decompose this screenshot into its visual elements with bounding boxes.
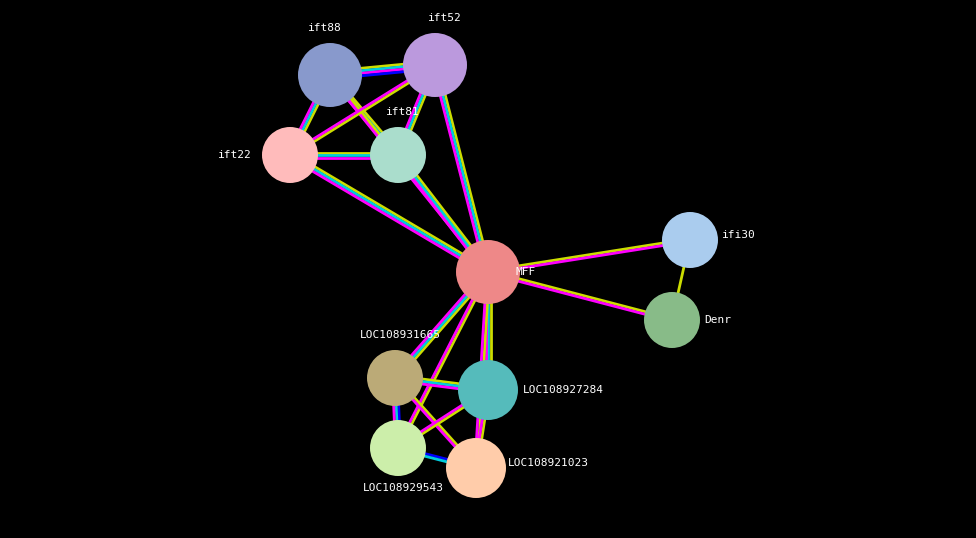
Text: LOC108929543: LOC108929543 <box>362 483 443 493</box>
Text: MFF: MFF <box>516 267 536 277</box>
Point <box>387 374 403 383</box>
Point <box>665 316 680 324</box>
Point <box>282 151 298 159</box>
Text: LOC108927284: LOC108927284 <box>523 385 604 395</box>
Point <box>682 236 698 244</box>
Text: LOC108921023: LOC108921023 <box>508 458 589 468</box>
Point <box>390 151 406 159</box>
Text: ift52: ift52 <box>428 13 462 23</box>
Text: ifi30: ifi30 <box>722 230 755 240</box>
Point <box>427 61 443 69</box>
Point <box>480 386 496 394</box>
Point <box>390 444 406 452</box>
Text: ift81: ift81 <box>386 107 420 117</box>
Text: Denr: Denr <box>704 315 731 325</box>
Point <box>480 268 496 277</box>
Text: ift88: ift88 <box>308 23 342 33</box>
Point <box>468 464 484 472</box>
Point <box>322 70 338 79</box>
Text: ift22: ift22 <box>219 150 252 160</box>
Text: LOC108931665: LOC108931665 <box>359 330 440 340</box>
